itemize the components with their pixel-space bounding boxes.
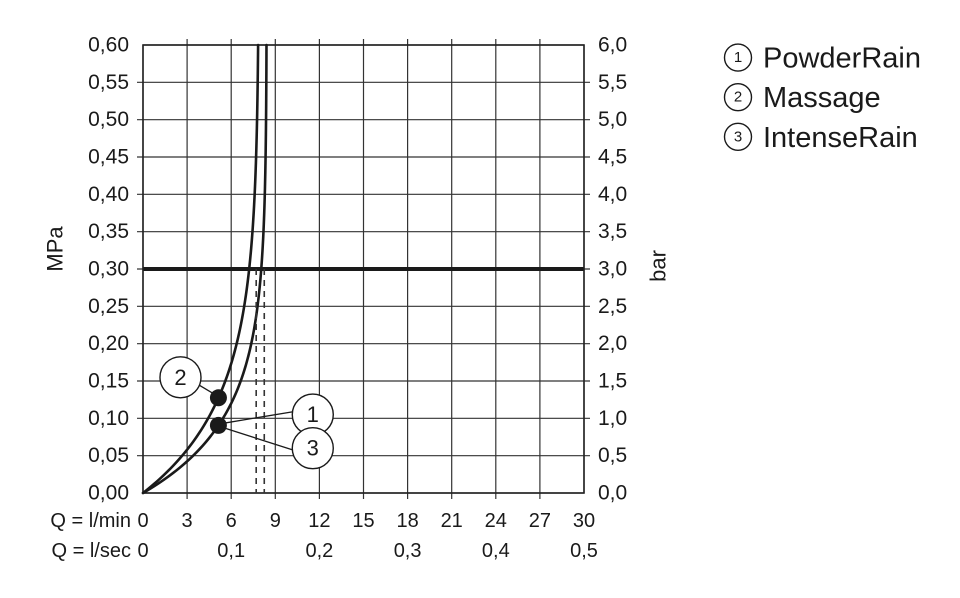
svg-text:0,30: 0,30 [88,258,129,281]
svg-text:PowderRain: PowderRain [763,43,921,75]
svg-text:2,5: 2,5 [598,295,627,318]
svg-text:3: 3 [182,510,193,532]
svg-text:0,45: 0,45 [88,146,129,169]
svg-text:1: 1 [734,49,742,66]
svg-text:30: 30 [573,510,595,532]
svg-text:0: 0 [137,540,148,562]
svg-text:0,00: 0,00 [88,482,129,505]
svg-text:2,0: 2,0 [598,332,627,355]
svg-text:Massage: Massage [763,82,881,114]
svg-text:1,5: 1,5 [598,370,627,393]
svg-text:3: 3 [307,436,319,461]
svg-text:12: 12 [308,510,330,532]
svg-text:6: 6 [226,510,237,532]
svg-text:0,20: 0,20 [88,332,129,355]
svg-text:4,5: 4,5 [598,146,627,169]
svg-text:0,50: 0,50 [88,108,129,131]
svg-text:0,2: 0,2 [305,540,333,562]
svg-text:0,3: 0,3 [394,540,422,562]
svg-text:0,55: 0,55 [88,71,129,94]
svg-text:0,10: 0,10 [88,407,129,430]
svg-text:5,5: 5,5 [598,71,627,94]
svg-text:18: 18 [396,510,418,532]
svg-text:9: 9 [270,510,281,532]
svg-text:27: 27 [529,510,551,532]
svg-text:0,4: 0,4 [482,540,510,562]
svg-text:0,25: 0,25 [88,295,129,318]
svg-text:2: 2 [734,89,742,106]
svg-text:0,1: 0,1 [217,540,245,562]
svg-text:3,5: 3,5 [598,220,627,243]
svg-text:24: 24 [485,510,507,532]
svg-text:bar: bar [646,250,671,282]
svg-text:0,60: 0,60 [88,34,129,57]
svg-text:1,0: 1,0 [598,407,627,430]
svg-text:0,35: 0,35 [88,220,129,243]
svg-text:6,0: 6,0 [598,34,627,57]
svg-text:0,5: 0,5 [598,444,627,467]
svg-text:Q = l/sec: Q = l/sec [52,540,131,562]
svg-text:IntenseRain: IntenseRain [763,122,918,154]
svg-text:3,0: 3,0 [598,258,627,281]
svg-text:0,40: 0,40 [88,183,129,206]
svg-text:1: 1 [307,402,319,427]
svg-text:Q = l/min: Q = l/min [50,510,131,532]
svg-text:0,0: 0,0 [598,482,627,505]
svg-text:3: 3 [734,128,742,145]
svg-text:5,0: 5,0 [598,108,627,131]
svg-text:2: 2 [174,365,186,390]
svg-text:0,5: 0,5 [570,540,598,562]
svg-text:0,15: 0,15 [88,370,129,393]
svg-text:4,0: 4,0 [598,183,627,206]
svg-text:21: 21 [441,510,463,532]
svg-text:0: 0 [137,510,148,532]
svg-text:15: 15 [352,510,374,532]
svg-text:MPa: MPa [43,226,68,272]
svg-text:0,05: 0,05 [88,444,129,467]
